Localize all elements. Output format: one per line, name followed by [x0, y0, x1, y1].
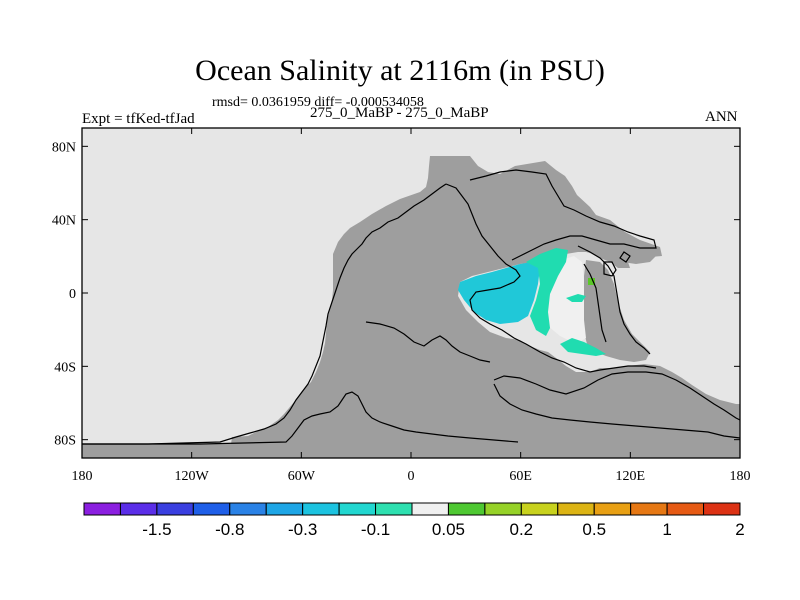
colorbar-swatch [302, 502, 340, 516]
x-tick-label: 60E [509, 469, 532, 484]
colorbar-swatch [703, 502, 741, 516]
y-tick-label: 80N [52, 140, 76, 155]
colorbar-label: 2 [735, 520, 744, 539]
coastline-europe-africa [445, 183, 657, 373]
colorbar-swatch [666, 502, 705, 516]
x-tick-label: 180 [730, 469, 751, 484]
coastlines [82, 169, 741, 445]
coastline-south-ridge [493, 383, 741, 439]
grey-region-west-pacific-strip [584, 260, 650, 362]
colorbar-label: 0.05 [432, 520, 465, 539]
x-tick-label: 120E [616, 469, 646, 484]
colorbar-label: -0.1 [361, 520, 390, 539]
colorbar-swatch [484, 502, 522, 516]
colorbar-label: -1.5 [142, 520, 171, 539]
y-tick-label: 40S [54, 360, 76, 375]
colorbar-swatch [447, 502, 486, 516]
chart-title: Ocean Salinity at 2116m (in PSU) [195, 54, 605, 87]
colorbar-swatch [83, 502, 121, 516]
salinity-anomaly-green-cell [588, 278, 595, 285]
salinity-anomaly-teal-west-pacific [566, 294, 586, 302]
coastline-mid-basin [365, 321, 491, 363]
colorbar-label: 0.5 [582, 520, 606, 539]
colorbar-label: 0.2 [510, 520, 534, 539]
salinity-anomaly-teal-south [560, 338, 606, 356]
colorbar-swatch [593, 502, 632, 516]
colorbar-label: 1 [662, 520, 671, 539]
coastline-west-pacific [577, 245, 651, 355]
chart-stats: rmsd= 0.0361959 diff= -0.000534058 [212, 95, 424, 110]
colorbar-swatch [265, 502, 304, 516]
colorbar-label: -0.3 [288, 520, 317, 539]
colorbar-swatch [192, 502, 231, 516]
salinity-anomaly-teal-patch [526, 248, 568, 336]
y-tick-label: 40N [52, 214, 76, 229]
chart-subtitle: 275_0_MaBP - 275_0_MaBP [310, 105, 489, 121]
season-label: ANN [705, 109, 738, 125]
map-area [81, 127, 741, 459]
x-axis: 180 120W 60W 0 60E 120E 180 [72, 128, 751, 484]
x-tick-label: 120W [175, 469, 210, 484]
colorbar-swatch [375, 502, 413, 516]
x-tick-label: 60W [288, 469, 316, 484]
y-tick-label: 0 [69, 287, 76, 302]
grey-region-south-ridge [490, 372, 740, 444]
colorbar: -1.5 -0.8 -0.3 -0.1 0.05 0.2 0.5 1 2 [83, 502, 745, 539]
coastline-arctic-asia [469, 169, 657, 261]
colorbar-swatch [156, 502, 194, 516]
coastline-antarctica [82, 391, 519, 445]
experiment-label: Expt = tfKed-tfJad [82, 111, 195, 127]
coastline-inner-island-chain [583, 263, 607, 343]
colorbar-swatch [520, 502, 559, 516]
salinity-anomaly-cyan-patch [458, 262, 540, 324]
coastline-americas [82, 183, 447, 445]
colorbar-swatch [630, 502, 668, 516]
y-tick-label: 80S [54, 434, 76, 449]
coastline-small-islands [603, 251, 631, 277]
colorbar-label: -0.8 [215, 520, 244, 539]
x-tick-label: 180 [72, 469, 93, 484]
colorbar-swatch [119, 502, 158, 516]
coastline-southern-ocean [493, 371, 741, 421]
x-tick-label: 0 [408, 469, 415, 484]
colorbar-swatch [411, 502, 449, 516]
colorbar-swatch [557, 502, 595, 516]
colorbar-swatch [338, 502, 377, 516]
colorbar-swatch [229, 502, 267, 516]
grey-region-americas-atlantic [82, 156, 740, 458]
y-axis: 80N 40N 0 40S 80S [52, 140, 740, 449]
